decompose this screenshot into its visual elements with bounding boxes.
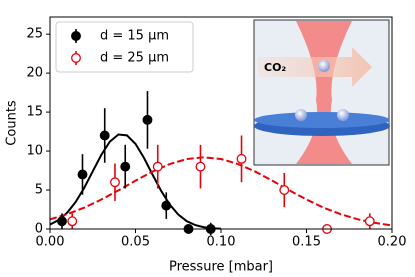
data-point	[279, 185, 290, 195]
fit-curve	[49, 133, 222, 230]
plot-area: 0.00 0.05 0.10 0.15 0.20 0 5 10 15 20 25 Pressure […	[5, 16, 407, 275]
y-axis-label: Counts	[5, 100, 20, 146]
data-point	[57, 216, 67, 227]
y-tick-label: 10	[26, 144, 43, 159]
data-point	[120, 161, 131, 172]
data-point	[110, 177, 120, 188]
x-tick-label: 0.20	[378, 235, 407, 250]
plot-frame	[49, 16, 393, 230]
y-tick-label: 20	[26, 66, 43, 81]
legend-label: d = 15 μm	[100, 29, 169, 44]
x-tick-label: 0.00	[36, 235, 65, 250]
legend-marker	[71, 31, 81, 41]
legend-box	[55, 21, 194, 73]
legend-label: d = 25 μm	[100, 51, 169, 66]
data-point	[99, 130, 110, 141]
data-point	[364, 216, 375, 227]
y-tick-label: 25	[26, 27, 43, 42]
data-point	[67, 216, 78, 227]
y-tick-label: 5	[35, 183, 43, 198]
data-point	[236, 153, 247, 164]
y-tick-label: 0	[35, 222, 43, 237]
x-tick-label: 0.10	[207, 235, 236, 250]
data-point	[161, 200, 172, 211]
data-point	[195, 161, 206, 172]
y-tick-label: 15	[26, 105, 43, 120]
x-axis-label: Pressure [mbar]	[169, 260, 273, 275]
legend-marker	[71, 53, 81, 63]
inset-label: CO₂	[264, 61, 286, 74]
fit-curve	[49, 156, 393, 227]
data-point	[152, 161, 163, 172]
x-tick-label: 0.15	[292, 235, 321, 250]
inset-diagram: CO₂	[253, 19, 390, 166]
x-tick-label: 0.05	[121, 235, 150, 250]
data-point	[77, 169, 88, 180]
data-point	[142, 114, 153, 125]
